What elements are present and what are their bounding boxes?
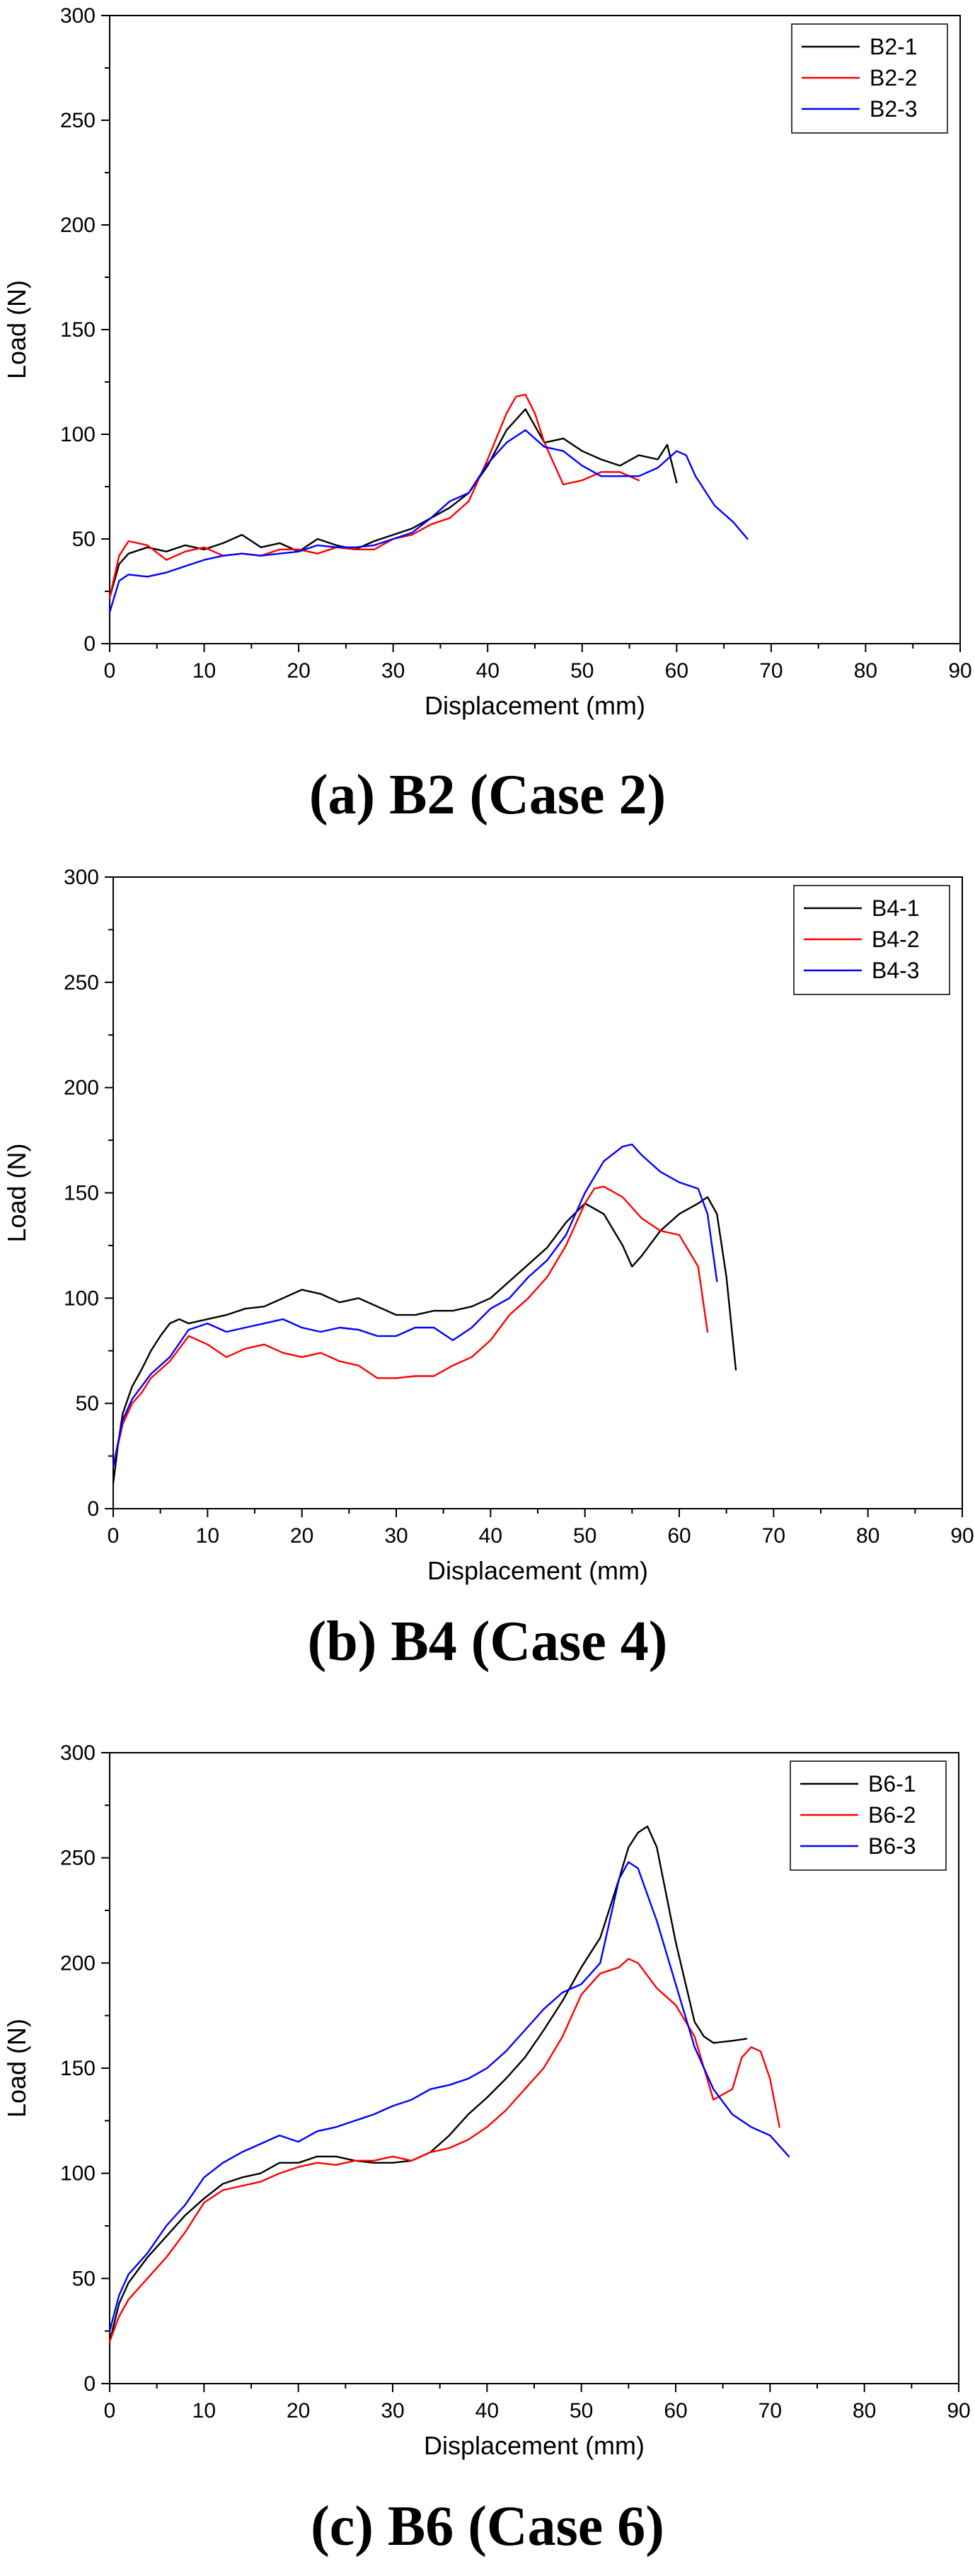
series-line-b6-3 <box>108 1861 790 2332</box>
y-tick-label: 300 <box>60 1741 96 1765</box>
series-line-b2-1 <box>108 408 678 599</box>
y-tick-label: 100 <box>60 423 96 446</box>
legend-label: B4-1 <box>872 895 920 921</box>
series-line-b4-1 <box>112 1196 737 1485</box>
series-line-b6-1 <box>108 1825 748 2343</box>
y-tick-label: 50 <box>72 2267 96 2290</box>
y-tick-label: 150 <box>64 1182 99 1205</box>
legend-label: B2-3 <box>870 96 918 122</box>
x-tick-label: 60 <box>667 1524 691 1548</box>
chart-b4: 0 10 20 30 40 50 60 70 80 90 0 50 100 150 200 250 300 Dis… <box>2 866 974 1673</box>
x-tick-label: 30 <box>381 659 405 683</box>
chart-b6: 0 10 20 30 40 50 60 70 80 90 0 50 100 150 200 250 300 Dis… <box>2 1741 971 2558</box>
series-line-b2-3 <box>108 429 749 613</box>
y-tick-label: 150 <box>60 318 96 342</box>
x-tick-label: 0 <box>104 659 116 683</box>
x-tick-label: 50 <box>573 1524 596 1548</box>
legend-label: B2-1 <box>870 34 918 59</box>
series-line-b2-2 <box>108 393 640 599</box>
y-tick-label: 300 <box>64 866 99 889</box>
x-tick-label: 80 <box>854 659 877 683</box>
figure-caption: (a) B2 (Case 2) <box>309 764 666 826</box>
x-tick-label: 50 <box>570 2399 593 2423</box>
y-tick-label: 200 <box>60 214 96 237</box>
y-axis-title: Load (N) <box>2 280 31 379</box>
series-line-b4-2 <box>112 1185 709 1468</box>
x-tick-label: 10 <box>192 2399 216 2423</box>
x-tick-label: 10 <box>192 659 216 683</box>
x-tick-label: 70 <box>759 659 783 683</box>
x-tick-label: 50 <box>570 659 594 683</box>
x-tick-label: 40 <box>476 659 500 683</box>
x-tick-label: 90 <box>947 2399 970 2423</box>
x-tick-label: 20 <box>287 659 310 683</box>
series-line-b4-3 <box>112 1143 718 1468</box>
y-axis-title: Load (N) <box>2 1143 31 1242</box>
x-tick-label: 60 <box>664 2399 687 2423</box>
legend-label: B6-3 <box>868 1833 916 1859</box>
y-tick-label: 100 <box>64 1287 99 1310</box>
x-axis-title: Displacement (mm) <box>427 1556 648 1585</box>
x-tick-label: 20 <box>290 1524 313 1548</box>
legend-label: B4-2 <box>872 927 920 952</box>
y-tick-label: 200 <box>60 1951 96 1975</box>
chart-b2: 0 10 20 30 40 50 60 70 80 90 0 50 100 150 200 250 300 Dis… <box>2 4 972 826</box>
x-tick-label: 70 <box>762 1524 785 1548</box>
y-tick-label: 50 <box>76 1392 99 1415</box>
series-line-b6-2 <box>108 1958 780 2343</box>
y-tick-label: 150 <box>60 2057 96 2080</box>
y-tick-label: 250 <box>60 109 96 132</box>
x-tick-label: 40 <box>479 1524 502 1548</box>
x-axis-title: Displacement (mm) <box>425 691 645 720</box>
x-tick-label: 10 <box>196 1524 219 1548</box>
x-tick-label: 90 <box>948 659 971 683</box>
legend-label: B6-1 <box>868 1771 916 1797</box>
x-axis-title: Displacement (mm) <box>424 2431 645 2460</box>
legend-label: B6-2 <box>868 1802 916 1828</box>
y-tick-label: 0 <box>83 632 96 656</box>
y-tick-label: 0 <box>87 1497 99 1521</box>
legend-label: B4-3 <box>872 958 920 983</box>
y-tick-label: 250 <box>60 1847 96 1870</box>
figure-caption: (b) B4 (Case 4) <box>308 1611 668 1673</box>
legend-label: B2-2 <box>870 65 918 91</box>
y-tick-label: 100 <box>60 2162 96 2186</box>
x-tick-label: 0 <box>108 1524 120 1548</box>
x-tick-label: 30 <box>384 1524 408 1548</box>
x-tick-label: 80 <box>856 1524 879 1548</box>
y-tick-label: 300 <box>60 4 96 28</box>
x-tick-label: 70 <box>758 2399 782 2423</box>
x-tick-label: 0 <box>104 2399 116 2423</box>
figure-caption: (c) B6 (Case 6) <box>311 2495 664 2558</box>
x-tick-label: 40 <box>475 2399 499 2423</box>
y-axis-title: Load (N) <box>2 2019 31 2118</box>
x-tick-label: 80 <box>853 2399 876 2423</box>
x-tick-label: 20 <box>287 2399 310 2423</box>
x-tick-label: 90 <box>950 1524 974 1548</box>
x-tick-label: 60 <box>665 659 688 683</box>
x-tick-label: 30 <box>381 2399 404 2423</box>
y-tick-label: 250 <box>64 971 99 994</box>
y-tick-label: 50 <box>72 528 96 551</box>
y-tick-label: 0 <box>83 2372 96 2396</box>
y-tick-label: 200 <box>64 1077 99 1100</box>
